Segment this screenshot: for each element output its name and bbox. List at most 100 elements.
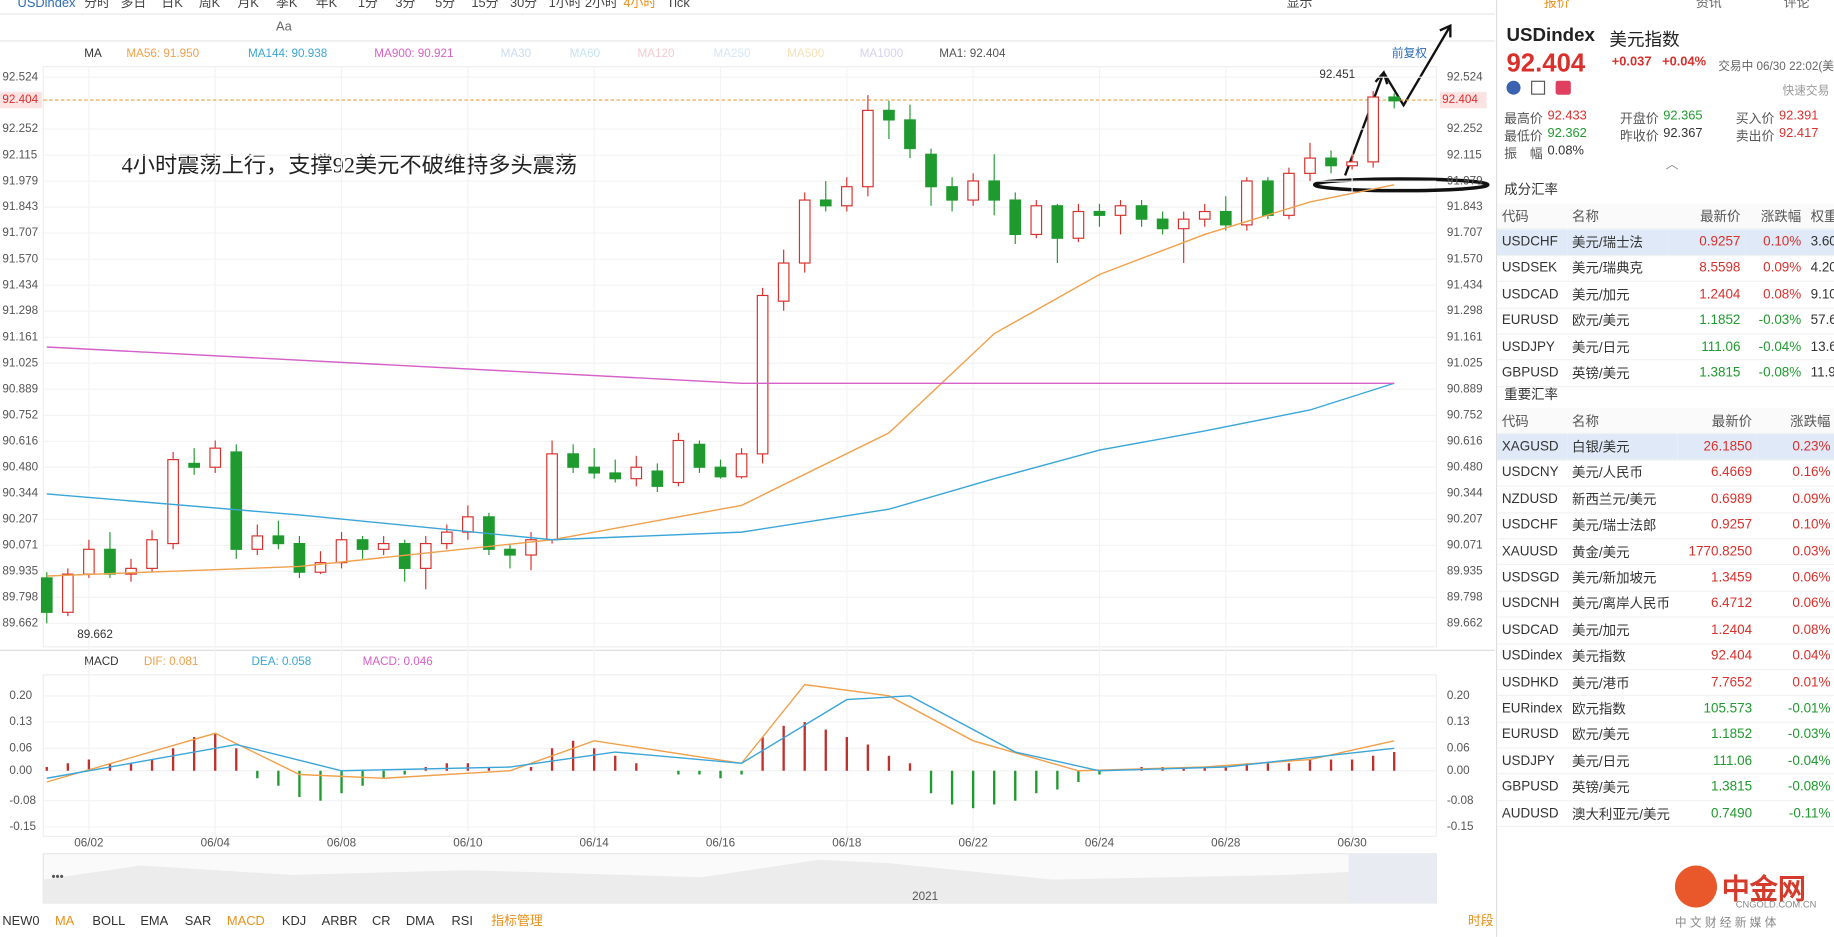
indicator-tab[interactable]: BOLL [92,913,125,928]
toolbar-item[interactable]: 1分 [358,0,378,10]
indicator-tab[interactable]: ARBR [322,913,358,928]
icon[interactable] [1555,80,1571,95]
legend-item: DIF: 0.081 [144,655,199,668]
toolbar-item[interactable]: 2小时 [585,0,618,10]
adjust-button[interactable]: 前复权 [1392,46,1427,60]
table-row[interactable]: EURindex 欧元指数 105.573 -0.01% [1497,695,1834,723]
toolbar-item[interactable]: 4小时 [623,0,656,10]
table-cell: 111.06 [1667,333,1746,361]
macd-bar [1035,770,1038,794]
macd-bar [887,755,891,771]
toolbar-item[interactable]: 多日 [120,0,146,10]
toolbar-item[interactable]: 月K [237,0,259,10]
stat-label: 振 幅 [1504,147,1543,162]
tool-label[interactable]: Aa [276,18,293,33]
table-row[interactable]: XAUUSD 黄金/美元 1770.8250 0.03% [1497,538,1834,566]
table-row[interactable]: USDCHF 美元/瑞士法郎 0.9257 0.10% [1497,512,1834,540]
table-row[interactable]: GBPUSD 英镑/美元 1.3815 -0.08% [1497,774,1834,802]
toolbar-item[interactable]: 周K [199,0,221,10]
macd-bar [550,748,554,771]
header-row: 代码名称最新价涨跌幅权重 [1497,203,1834,230]
tab[interactable]: 资讯 [1695,0,1722,11]
table-cell: 1.2404 [1667,281,1746,309]
toolbar-item[interactable]: 季K [276,0,298,10]
indicator-tab[interactable]: DMA [406,913,435,928]
legend-item: MA1: 92.404 [939,47,1006,60]
indicator-right[interactable]: 时段 [1468,913,1494,928]
icon[interactable] [1506,80,1521,95]
indicator-tab[interactable]: KDJ [282,913,306,928]
stat-value: 92.367 [1663,126,1703,141]
table-row[interactable]: USDCNH 美元/离岸人民币 6.4712 0.06% [1497,590,1834,618]
table-cell: 1.3459 [1677,564,1757,592]
toolbar-item[interactable]: 显示 [1287,0,1313,10]
indicator-tab[interactable]: RSI [451,913,472,928]
macd-bar [171,748,175,771]
candle-body [419,542,432,569]
table-cell: -0.11% [1756,800,1834,828]
candle-body [504,548,516,556]
table-row[interactable]: USDSGD 美元/新加坡元 1.3459 0.06% [1497,564,1834,592]
toolbar-item[interactable]: 1小时 [549,0,582,10]
table-row[interactable]: USDCAD 美元/加元 1.2404 0.08% [1497,617,1834,644]
table-cell: 3.60% [1805,229,1834,256]
legend-item: MA500 [787,47,825,60]
table-cell: 美元/加元 [1567,281,1668,309]
table-row[interactable]: XAGUSD 白银/美元 26.1850 0.23% [1497,433,1834,461]
table-row[interactable]: NZDUSD 新西兰元/美元 0.6989 0.09% [1497,486,1834,513]
y-tick-label: 91.570 [1447,252,1483,265]
collapse-icon[interactable]: ︿ [1665,157,1679,172]
y-tick-label: 90.480 [2,460,38,473]
table-row[interactable]: USDindex 美元指数 92.404 0.04% [1497,643,1834,671]
indicator-tab[interactable]: CR [372,913,391,928]
toolbar-item[interactable]: 3分 [395,0,415,10]
toolbar-item[interactable]: 15分 [471,0,498,10]
navigator-button[interactable]: ••• [51,870,63,883]
table-row[interactable]: USDCNY 美元/人民币 6.4669 0.16% [1497,459,1834,487]
toolbar-item[interactable]: USDindex [18,0,76,10]
table-cell: 美元/日元 [1567,748,1678,775]
slogan: 中 文 财 经 新 媒 体 [1674,917,1777,930]
table-cell: 1770.8250 [1677,538,1757,566]
candle-body [146,539,158,569]
indicator-tab[interactable]: EMA [140,913,168,928]
indicator-tab[interactable]: MA [55,913,75,928]
macd-bar [782,725,785,771]
tab[interactable]: 评论 [1783,0,1810,11]
tab[interactable]: 报价 [1543,0,1570,11]
candle-body [1262,180,1274,216]
indicator-tab[interactable]: SAR [185,913,211,928]
toolbar-item[interactable]: Tick [667,0,691,10]
table-row[interactable]: AUDUSD 澳大利亚元/美元 0.7490 -0.11% [1497,800,1834,828]
y-tick-label: 90.071 [1447,538,1483,551]
table-row[interactable]: USDJPY 美元/日元 111.06 -0.04% [1497,748,1834,775]
macd-bar [1329,759,1333,771]
quick-trade[interactable]: 快速交易 [1782,85,1830,99]
table-row[interactable]: EURUSD 欧元/美元 1.1852 -0.03% [1497,721,1834,749]
table-cell: 美元指数 [1567,643,1678,671]
indicator-tab[interactable]: 指标管理 [491,913,543,928]
toolbar-item[interactable]: 年K [316,0,338,10]
indicator-tab[interactable]: NEW0 [2,913,39,928]
table-cell: 0.10% [1745,229,1806,256]
navigator-window[interactable] [1348,853,1437,903]
table-row[interactable]: USDHKD 美元/港币 7.7652 0.01% [1497,669,1834,697]
toolbar-item[interactable]: 30分 [510,0,537,10]
icon[interactable] [1531,80,1546,95]
legend-item: MA60 [570,47,601,60]
change-pct: +0.04% [1662,54,1707,70]
toolbar-item[interactable]: 日K [161,0,183,10]
indicator-tab[interactable]: MACD [227,913,265,928]
candle-body [1304,157,1316,174]
table-cell: XAUUSD [1497,538,1568,566]
y-tick-label: 0.06 [9,741,32,754]
toolbar-item[interactable]: 分时 [84,0,110,10]
toolbar-item[interactable]: 5分 [435,0,455,10]
header-cell: 名称 [1567,203,1668,230]
